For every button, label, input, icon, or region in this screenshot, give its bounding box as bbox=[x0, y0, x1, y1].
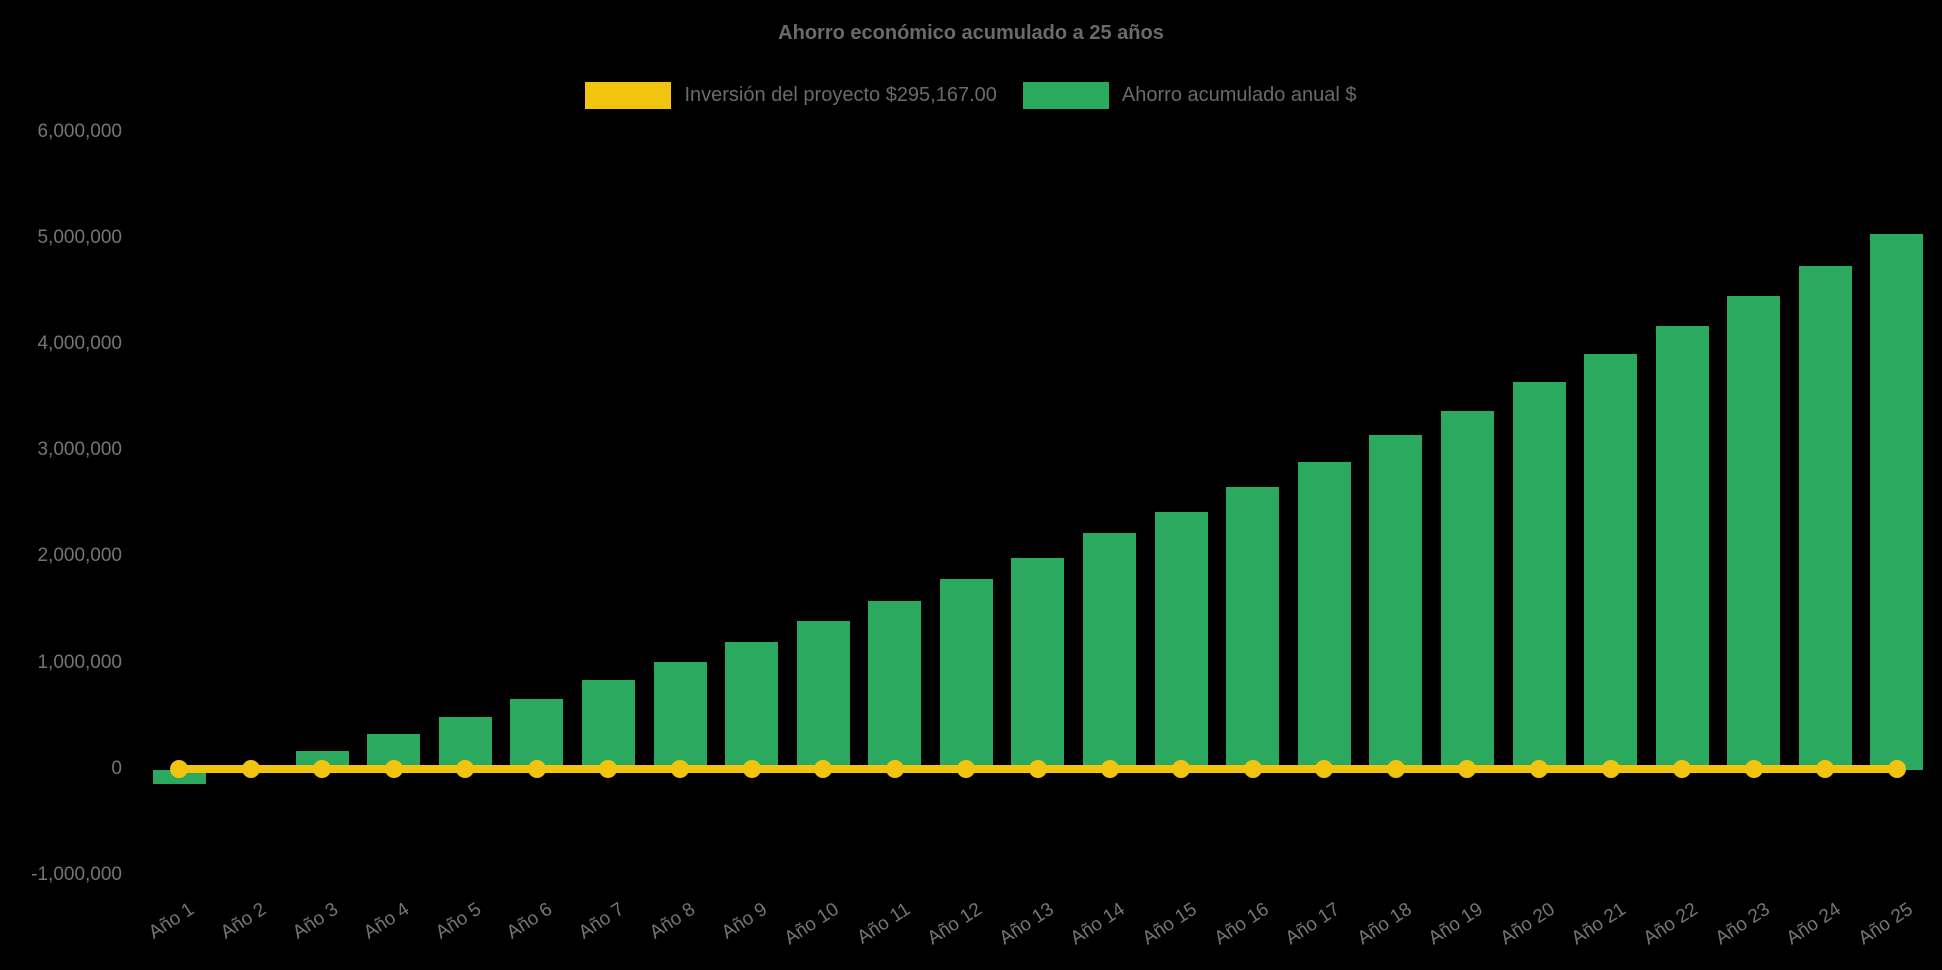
y-axis-tick-label: 3,000,000 bbox=[37, 439, 122, 461]
y-axis-tick-label: 4,000,000 bbox=[37, 333, 122, 355]
y-axis-tick-label: -1,000,000 bbox=[31, 863, 122, 885]
x-axis-tick-label: Año 3 bbox=[288, 898, 342, 944]
legend-label-savings: Ahorro acumulado anual $ bbox=[1121, 84, 1357, 106]
investment-point-año-5[interactable] bbox=[456, 759, 475, 778]
x-axis-tick-label: Año 25 bbox=[1854, 898, 1917, 950]
savings-bar-año-13[interactable] bbox=[1011, 557, 1065, 770]
investment-point-año-4[interactable] bbox=[384, 759, 403, 778]
investment-point-año-25[interactable] bbox=[1887, 759, 1906, 778]
savings-bar-año-9[interactable] bbox=[725, 642, 779, 770]
investment-point-año-11[interactable] bbox=[885, 759, 904, 778]
investment-point-año-10[interactable] bbox=[814, 759, 833, 778]
x-axis-tick-label: Año 6 bbox=[503, 898, 557, 944]
savings-bar-año-14[interactable] bbox=[1083, 533, 1137, 770]
y-axis-tick-label: 5,000,000 bbox=[37, 226, 122, 248]
savings-bar-año-8[interactable] bbox=[653, 661, 707, 770]
investment-point-año-12[interactable] bbox=[957, 759, 976, 778]
investment-point-año-1[interactable] bbox=[170, 759, 188, 778]
x-axis-tick-label: Año 11 bbox=[853, 898, 915, 949]
investment-point-año-13[interactable] bbox=[1028, 759, 1047, 778]
savings-bar-año-11[interactable] bbox=[868, 601, 922, 770]
savings-bar-año-7[interactable] bbox=[581, 679, 635, 770]
investment-point-año-3[interactable] bbox=[313, 759, 332, 778]
savings-bar-año-18[interactable] bbox=[1369, 435, 1423, 770]
x-axis-tick-label: Año 9 bbox=[718, 898, 772, 944]
legend-item-savings[interactable]: Ahorro acumulado anual $ bbox=[1022, 82, 1357, 109]
y-axis-tick-label: 6,000,000 bbox=[37, 120, 122, 142]
investment-point-año-19[interactable] bbox=[1458, 759, 1477, 778]
x-axis-tick-label: Año 5 bbox=[431, 898, 485, 944]
x-axis-tick-label: Año 14 bbox=[1067, 898, 1130, 950]
investment-point-año-7[interactable] bbox=[599, 759, 618, 778]
x-axis-tick-label: Año 15 bbox=[1138, 898, 1201, 950]
x-axis-tick-label: Año 13 bbox=[995, 898, 1058, 950]
investment-point-año-20[interactable] bbox=[1530, 759, 1549, 778]
savings-bar-año-23[interactable] bbox=[1727, 296, 1781, 770]
x-axis-tick-label: Año 12 bbox=[923, 898, 986, 950]
chart-legend: Inversión del proyecto $295,167.00 Ahorr… bbox=[0, 82, 1942, 109]
investment-point-año-22[interactable] bbox=[1673, 759, 1692, 778]
y-axis-tick-label: 2,000,000 bbox=[37, 545, 122, 567]
investment-point-año-18[interactable] bbox=[1386, 759, 1405, 778]
savings-bar-año-20[interactable] bbox=[1512, 382, 1566, 770]
savings-bar-año-24[interactable] bbox=[1798, 265, 1852, 770]
x-axis-tick-label: Año 19 bbox=[1424, 898, 1487, 950]
x-axis-tick-label: Año 10 bbox=[780, 898, 843, 950]
savings-bar-año-10[interactable] bbox=[796, 621, 850, 770]
y-axis-tick-label: 0 bbox=[111, 757, 122, 779]
investment-point-año-9[interactable] bbox=[742, 759, 761, 778]
savings-bar-año-6[interactable] bbox=[510, 698, 564, 770]
x-axis-tick-label: Año 21 bbox=[1568, 898, 1631, 950]
savings-bar-año-22[interactable] bbox=[1655, 326, 1709, 770]
x-axis-tick-label: Año 1 bbox=[145, 898, 199, 944]
legend-swatch-investment bbox=[585, 82, 672, 109]
savings-bar-año-16[interactable] bbox=[1226, 487, 1280, 770]
investment-point-año-14[interactable] bbox=[1100, 759, 1119, 778]
investment-point-año-16[interactable] bbox=[1243, 759, 1262, 778]
x-axis-tick-label: Año 17 bbox=[1281, 898, 1344, 950]
investment-point-año-17[interactable] bbox=[1315, 759, 1334, 778]
savings-bar-año-19[interactable] bbox=[1440, 411, 1494, 770]
investment-point-año-23[interactable] bbox=[1744, 759, 1763, 778]
legend-label-investment: Inversión del proyecto $295,167.00 bbox=[684, 84, 997, 106]
x-axis-tick-label: Año 8 bbox=[646, 898, 700, 944]
investment-point-año-8[interactable] bbox=[671, 759, 690, 778]
investment-point-año-21[interactable] bbox=[1601, 759, 1620, 778]
x-axis-tick-label: Año 24 bbox=[1782, 898, 1845, 950]
savings-bar-año-15[interactable] bbox=[1154, 511, 1208, 770]
x-axis-tick-label: Año 22 bbox=[1639, 898, 1702, 950]
savings-bar-año-17[interactable] bbox=[1297, 461, 1351, 770]
legend-swatch-savings bbox=[1022, 82, 1109, 109]
investment-point-año-6[interactable] bbox=[527, 759, 546, 778]
savings-bar-año-25[interactable] bbox=[1870, 233, 1924, 770]
savings-bar-año-21[interactable] bbox=[1584, 353, 1638, 770]
savings-bar-año-12[interactable] bbox=[939, 578, 993, 770]
x-axis-tick-label: Año 4 bbox=[360, 898, 414, 944]
x-axis-tick-label: Año 20 bbox=[1496, 898, 1559, 950]
legend-item-investment[interactable]: Inversión del proyecto $295,167.00 bbox=[585, 82, 997, 109]
x-axis-tick-label: Año 2 bbox=[216, 898, 271, 944]
x-axis-tick-label: Año 7 bbox=[574, 898, 628, 944]
x-axis-tick-label: Año 18 bbox=[1353, 898, 1416, 950]
investment-point-año-24[interactable] bbox=[1816, 759, 1835, 778]
chart-title: Ahorro económico acumulado a 25 años bbox=[778, 22, 1164, 44]
investment-point-año-2[interactable] bbox=[241, 759, 260, 778]
y-axis-tick-label: 1,000,000 bbox=[37, 651, 122, 673]
investment-point-año-15[interactable] bbox=[1172, 759, 1191, 778]
x-axis-tick-label: Año 16 bbox=[1210, 898, 1273, 950]
x-axis-tick-label: Año 23 bbox=[1711, 898, 1774, 950]
